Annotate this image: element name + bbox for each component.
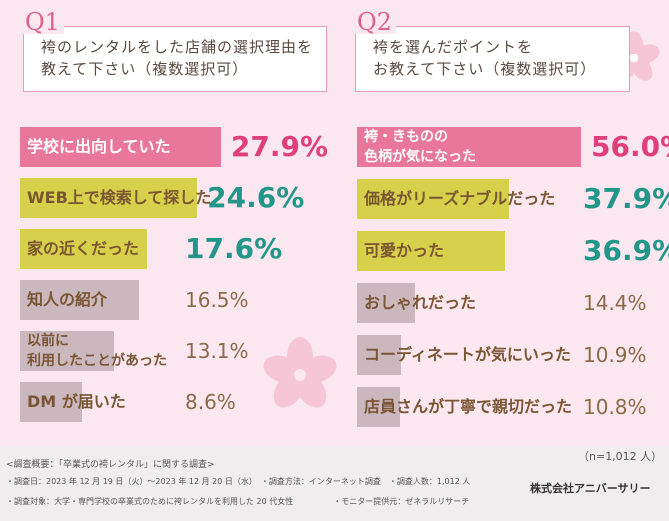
category-label: DM が届いた	[27, 392, 126, 411]
question-text: 袴を選んだポイントを お教えて下さい（複数選択可）	[373, 38, 597, 78]
value-label: 37.9%	[583, 182, 669, 215]
sakura	[263, 337, 337, 408]
value-label: 24.6%	[207, 181, 305, 214]
category-label: おしゃれだった	[364, 293, 477, 312]
bar	[357, 179, 509, 219]
question-box	[23, 26, 327, 92]
question-box	[355, 26, 630, 92]
bar	[357, 231, 505, 271]
category-label: コーディネートが気にいった	[364, 345, 571, 364]
bar	[357, 127, 581, 167]
bar	[20, 331, 115, 371]
question-label: Q2	[353, 10, 396, 34]
bar	[357, 283, 415, 323]
value-label: 10.9%	[583, 343, 647, 367]
footer-bg	[0, 446, 669, 521]
category-label: 価格がリーズナブルだった	[364, 189, 556, 208]
category-label: 知人の紹介	[27, 290, 108, 309]
bar	[20, 229, 147, 269]
bar	[20, 280, 139, 320]
value-label: 14.4%	[583, 291, 647, 315]
bar	[357, 335, 401, 375]
value-label: 27.9%	[230, 130, 329, 163]
category-label: 学校に出向していた	[27, 137, 171, 156]
value-label: 10.8%	[583, 395, 647, 419]
category-label: 以前に 利用したことがあった	[27, 333, 167, 369]
company: 株式会社アニバーサリー	[530, 482, 651, 495]
category-label: WEB上で検索して探した	[27, 188, 212, 207]
category-label: 家の近くだった	[27, 239, 140, 258]
value-label: 17.6%	[185, 232, 283, 265]
value-label: 8.6%	[185, 390, 236, 414]
category-label: 可愛かった	[364, 241, 445, 260]
footer-heading: <調査概要：「卒業式の袴レンタル」に関する調査>	[6, 460, 215, 470]
value-label: 56.0%	[591, 130, 669, 163]
value-label: 13.1%	[185, 339, 249, 363]
question-text: 袴のレンタルをした店舗の選択理由を 教えて下さい（複数選択可）	[41, 38, 314, 78]
category-label: 店員さんが丁寧で親切だった	[364, 397, 573, 416]
bar	[20, 178, 198, 218]
value-label: 36.9%	[583, 234, 669, 267]
bar	[20, 127, 221, 167]
category-label: 袴・きものの 色柄が気になった	[364, 129, 476, 165]
bar	[20, 382, 82, 422]
value-label: 16.5%	[185, 288, 249, 312]
sample-size: （n=1,012 人）	[578, 450, 663, 463]
footer-line: ・調査対象：大学・専門学校の卒業式のために袴レンタルを利用した 20 代女性 ・…	[6, 497, 470, 506]
bar	[357, 387, 401, 427]
footer-line: ・調査日：2023 年 12 月 19 日（火）〜2023 年 12 月 20 …	[6, 477, 471, 486]
question-label: Q1	[21, 10, 64, 34]
